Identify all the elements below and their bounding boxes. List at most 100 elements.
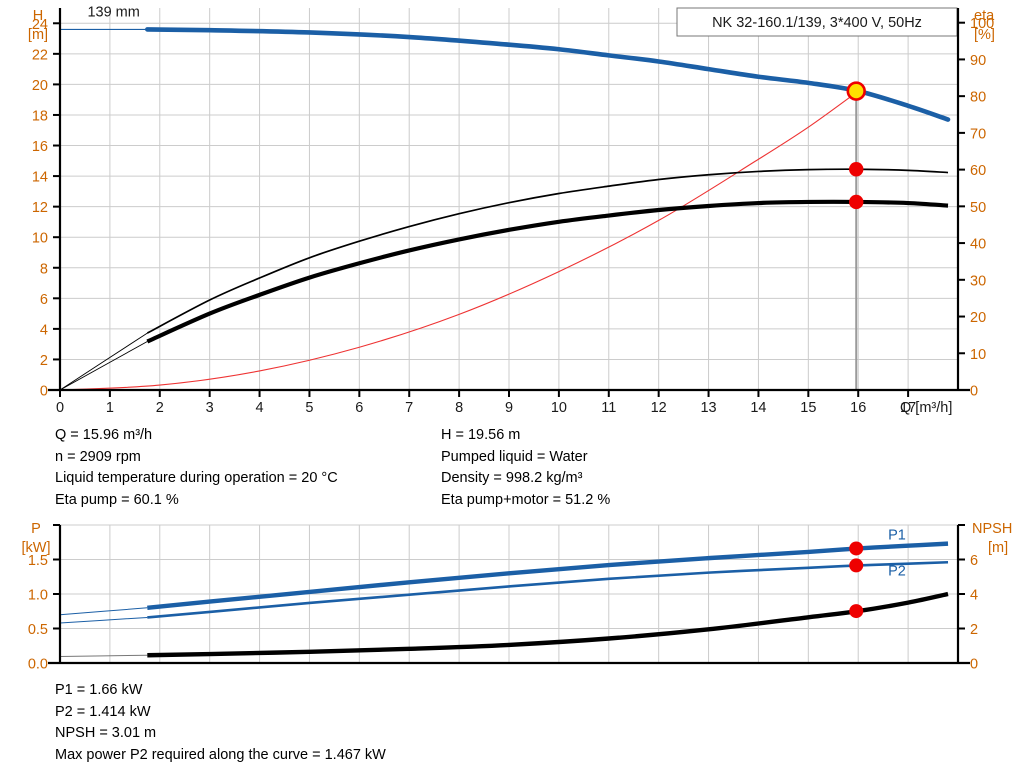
y-tick-label-power: 1.5	[28, 553, 48, 569]
duty-text-eta-pump-motor: Eta pump+motor = 51.2 %	[441, 491, 611, 508]
y2-tick-label-eta: 60	[970, 163, 986, 179]
y2-tick-label-npsh: 6	[970, 553, 978, 569]
y-axis-title-power-unit: [kW]	[22, 540, 51, 556]
y2-tick-label-npsh: 2	[970, 622, 978, 638]
y-tick-label-head: 18	[32, 108, 48, 124]
power-text-max-power: Max power P2 required along the curve = …	[55, 746, 386, 763]
lower-chart-group: P1 P2 0.0 0.5 1.0 1.5 0 2 4 6 P [kW] NPSH [m]	[22, 521, 1013, 673]
y-tick-label-power: 0.0	[28, 657, 48, 673]
y-tick-label-power: 1.0	[28, 588, 48, 604]
y-tick-label-head: 20	[32, 78, 48, 94]
eta-pump-curve-extension	[59, 332, 148, 391]
npsh-curve-extension	[59, 654, 148, 657]
y2-tick-label-eta: 20	[970, 310, 986, 326]
y-tick-label-power: 0.5	[28, 622, 48, 638]
duty-text-flow: Q = 15.96 m³/h	[55, 427, 153, 443]
y-tick-label-head: 22	[32, 47, 48, 63]
power-result-text: P1 = 1.66 kW P2 = 1.414 kW NPSH = 3.01 m…	[55, 680, 386, 766]
head-efficiency-chart: NK 32-160.1/139, 3*400 V, 50Hz 139 mm 0 2 4 6…	[28, 4, 995, 416]
p2-curve-extension	[59, 616, 148, 624]
x-tick-label-flow: 16	[850, 400, 866, 416]
p2-series-label: P2	[888, 563, 906, 579]
y-tick-label-head: 14	[32, 170, 48, 186]
y2-axis-title-npsh: NPSH	[972, 521, 1012, 537]
x-tick-label-flow: 5	[305, 400, 313, 416]
x-tick-label-flow: 10	[551, 400, 567, 416]
power-text-npsh: NPSH = 3.01 m	[55, 725, 157, 741]
y-tick-label-head: 8	[40, 261, 48, 277]
power-npsh-chart-svg: P1 P2 0.0 0.5 1.0 1.5 0 2 4 6 P [kW] NPSH [m]	[22, 521, 1013, 673]
x-tick-label-flow: 11	[601, 400, 616, 416]
y2-tick-label-eta: 90	[970, 53, 986, 69]
x-tick-label-flow: 8	[455, 400, 463, 416]
y-axis-title-head-unit: [m]	[28, 27, 48, 43]
duty-text-liquid: Pumped liquid = Water	[441, 448, 588, 465]
p1-series-label: P1	[888, 527, 906, 543]
duty-text-eta-pump: Eta pump = 60.1 %	[55, 491, 179, 508]
y2-tick-label-npsh: 0	[970, 657, 978, 673]
y2-tick-label-eta: 30	[970, 273, 986, 289]
duty-text-density: Density = 998.2 kg/m³	[441, 470, 583, 486]
head-curve	[145, 27, 951, 122]
y2-axis-title-npsh-unit: [m]	[988, 540, 1008, 556]
y2-tick-label-eta: 50	[970, 200, 986, 216]
lower-axis-ticks: 0.0 0.5 1.0 1.5 0 2 4 6	[28, 524, 978, 673]
upper-gridlines	[60, 8, 958, 390]
y2-tick-label-eta: 0	[970, 384, 978, 400]
x-tick-label-flow: 14	[750, 400, 766, 416]
y2-axis-title-eta: eta	[974, 8, 995, 24]
p1-curve-extension	[59, 607, 148, 616]
duty-text-speed: n = 2909 rpm	[55, 448, 141, 465]
npsh-duty-dot	[849, 604, 864, 619]
y2-tick-label-eta: 70	[970, 126, 986, 142]
x-tick-label-flow: 15	[800, 400, 816, 416]
y-tick-label-head: 12	[32, 200, 48, 216]
pump-title-label: NK 32-160.1/139, 3*400 V, 50Hz	[712, 15, 922, 31]
y-tick-label-head: 24	[32, 17, 48, 33]
y-tick-label-head: 2	[40, 353, 48, 369]
x-axis-title-flow: Q [m³/h]	[900, 400, 952, 416]
duty-point-text-left: Q = 15.96 m³/h n = 2909 rpm Liquid tempe…	[55, 425, 338, 511]
p2-duty-dot	[849, 558, 864, 573]
y2-tick-label-npsh: 4	[970, 588, 978, 604]
x-tick-label-flow: 0	[56, 400, 64, 416]
eta-pump-curve	[146, 168, 949, 334]
x-tick-label-flow: 4	[256, 400, 264, 416]
p1-curve	[147, 541, 949, 610]
y2-tick-label-eta: 80	[970, 90, 986, 106]
eta-pump-duty-dot	[849, 162, 864, 177]
x-tick-label-flow: 12	[651, 400, 667, 416]
x-tick-label-flow: 6	[355, 400, 363, 416]
eta-pump-motor-duty-dot	[849, 194, 864, 210]
lower-gridlines	[60, 524, 958, 663]
eta-pump-motor-curve-extension	[59, 341, 148, 391]
eta-pump-motor-curve	[146, 199, 949, 344]
y-tick-label-head: 4	[40, 322, 48, 338]
x-tick-label-flow: 17	[900, 400, 916, 416]
x-tick-label-flow: 2	[156, 400, 164, 416]
x-tick-label-flow: 7	[405, 400, 413, 416]
y-tick-label-head: 6	[40, 292, 48, 308]
duty-text-temperature: Liquid temperature during operation = 20…	[55, 470, 338, 486]
x-tick-label-flow: 13	[700, 400, 716, 416]
impeller-diameter-label: 139 mm	[87, 4, 139, 20]
y-axis-title-power: P	[31, 521, 41, 537]
power-text-p1: P1 = 1.66 kW	[55, 682, 143, 698]
upper-axis-ticks: 0246810121416182022240102030405060708090…	[32, 16, 994, 416]
x-tick-label-flow: 9	[505, 400, 513, 416]
y2-tick-label-eta: 100	[970, 16, 994, 32]
p1-duty-dot	[849, 541, 864, 556]
duty-point-text-right: H = 19.56 m Pumped liquid = Water Densit…	[441, 425, 610, 511]
duty-text-head: H = 19.56 m	[441, 427, 521, 443]
y-tick-label-head: 10	[32, 231, 48, 247]
system-curve	[59, 90, 859, 391]
x-tick-label-flow: 1	[106, 400, 114, 416]
duty-point-marker[interactable]	[846, 81, 866, 101]
y2-tick-label-eta: 10	[970, 347, 986, 363]
y2-tick-label-eta: 40	[970, 237, 986, 253]
y-axis-title-head: H	[33, 8, 43, 24]
y2-axis-title-eta-unit: [%]	[974, 27, 995, 43]
